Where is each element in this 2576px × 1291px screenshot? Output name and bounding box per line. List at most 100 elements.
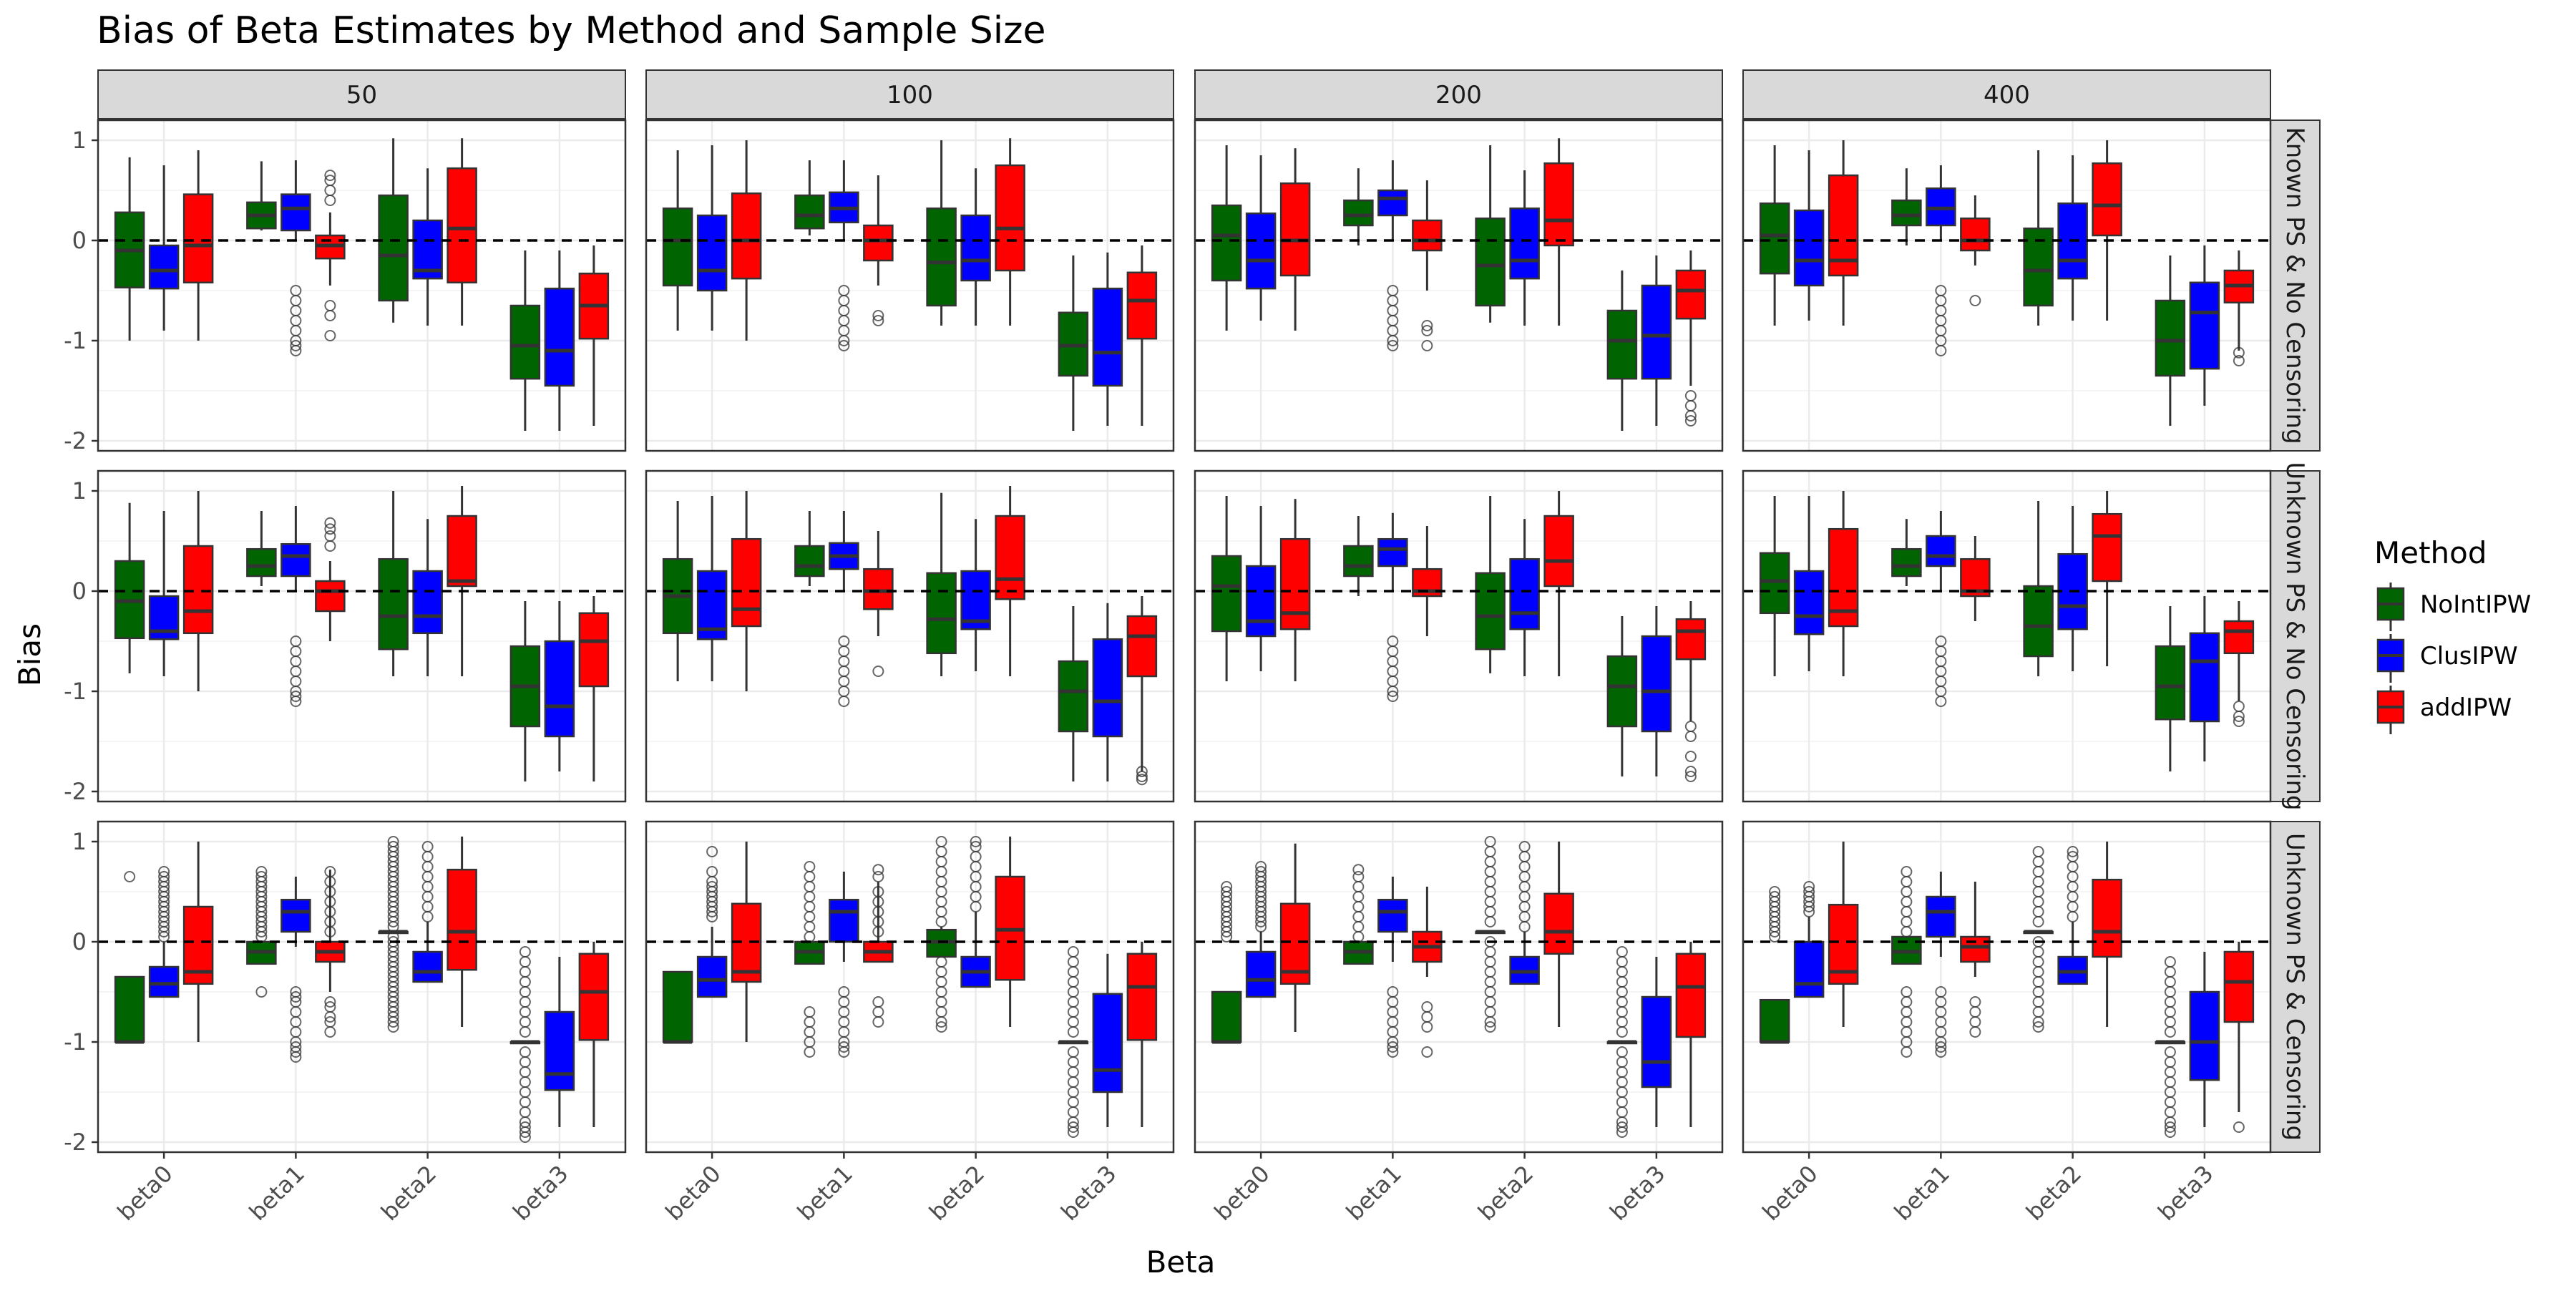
box-body xyxy=(1606,309,1638,380)
box-beta0-ClusIPW xyxy=(1245,155,1277,321)
box-body xyxy=(1211,990,1242,1043)
box-beta2-NoIntIPW xyxy=(1475,496,1506,673)
box-beta3-NoIntIPW xyxy=(1058,946,1089,1138)
legend-title: Method xyxy=(2374,535,2487,570)
box-beta1-NoIntIPW xyxy=(1343,168,1374,245)
outlier-point xyxy=(324,1011,336,1023)
legend-label-ClusIPW: ClusIPW xyxy=(2420,642,2518,671)
y-tick-label: -1 xyxy=(64,327,87,354)
box-beta3-NoIntIPW xyxy=(1606,616,1638,776)
box-beta3-ClusIPW xyxy=(1641,255,1672,426)
box-beta1-addIPW xyxy=(1412,887,1443,1058)
outlier-point xyxy=(838,340,850,351)
outlier-point xyxy=(872,864,884,876)
outlier-point xyxy=(1136,771,1148,782)
panel-border xyxy=(645,469,1175,803)
y-axis-title: Bias xyxy=(12,623,47,686)
panel-border xyxy=(97,820,627,1154)
y-tick-label: -1 xyxy=(64,1028,87,1056)
outlier-point xyxy=(872,871,884,882)
box-beta1-ClusIPW xyxy=(829,511,859,707)
box-body xyxy=(315,580,346,613)
box-beta2-addIPW xyxy=(1543,138,1574,326)
outlier-point xyxy=(872,886,884,897)
box-beta1-ClusIPW xyxy=(1377,877,1408,1058)
box-beta0-ClusIPW xyxy=(148,511,180,676)
box-body xyxy=(578,612,610,688)
box-beta0-ClusIPW xyxy=(148,165,180,331)
outlier-point xyxy=(324,996,336,1008)
box-beta3-ClusIPW xyxy=(1092,953,1123,1127)
box-beta1-addIPW xyxy=(1412,180,1443,351)
box-beta2-ClusIPW xyxy=(960,168,991,326)
box-beta1-ClusIPW xyxy=(1926,511,1956,707)
outlier-point xyxy=(324,175,336,186)
box-beta3-addIPW xyxy=(1675,250,1707,427)
outlier-point xyxy=(1067,1026,1079,1038)
box-body xyxy=(2223,950,2255,1023)
box-body xyxy=(2155,645,2186,721)
y-tick-label: 0 xyxy=(72,928,87,955)
box-body xyxy=(662,970,693,1043)
box-beta1-addIPW xyxy=(315,866,346,1038)
panel-boxes-r1-c3 xyxy=(1211,138,1707,431)
box-beta1-NoIntIPW xyxy=(246,161,277,230)
box-beta2-NoIntIPW xyxy=(926,836,957,1033)
outlier-point xyxy=(1484,1016,1496,1028)
panel-r1-c3 xyxy=(1195,120,1722,451)
box-beta1-NoIntIPW xyxy=(246,511,277,586)
box-beta2-addIPW xyxy=(447,837,477,1027)
box-beta0-addIPW xyxy=(731,140,762,341)
outlier-point xyxy=(1255,866,1267,877)
legend-item-NoIntIPW: NoIntIPW xyxy=(2376,583,2531,631)
box-beta0-ClusIPW xyxy=(148,866,180,998)
box-body xyxy=(1509,557,1540,630)
panel-background xyxy=(1743,822,2270,1152)
box-body xyxy=(1543,892,1574,955)
outlier-point xyxy=(1421,340,1433,351)
panel-background xyxy=(1743,471,2270,802)
box-body xyxy=(378,194,409,302)
box-beta2-ClusIPW xyxy=(412,841,443,983)
box-body xyxy=(829,898,859,943)
box-body xyxy=(280,542,311,578)
box-beta0-NoIntIPW xyxy=(114,157,145,341)
box-beta3-addIPW xyxy=(578,596,610,781)
outlier-point xyxy=(1136,766,1148,777)
panel-boxes-r2-c4 xyxy=(1759,491,2255,771)
outlier-point xyxy=(2233,716,2245,727)
row-strip-label-known-ps-no-censoring: Known PS & No Censoring xyxy=(2280,127,2309,444)
box-beta0-ClusIPW xyxy=(1793,496,1825,671)
box-body xyxy=(1279,537,1311,630)
panel-r3-c4 xyxy=(1743,822,2270,1152)
box-beta0-ClusIPW xyxy=(696,145,728,331)
legend-label-NoIntIPW: NoIntIPW xyxy=(2420,590,2531,619)
outlier-point xyxy=(1684,731,1697,742)
outlier-point xyxy=(2233,346,2245,359)
box-beta3-NoIntIPW xyxy=(1058,606,1089,781)
outlier-point xyxy=(1803,886,1815,897)
outlier-point xyxy=(838,1041,850,1053)
outlier-point xyxy=(324,170,336,181)
box-body xyxy=(1126,615,1158,678)
box-body xyxy=(1641,284,1672,380)
box-body xyxy=(378,557,409,651)
box-beta2-ClusIPW xyxy=(1509,170,1540,326)
panel-boxes-r2-c2 xyxy=(662,486,1158,786)
panel-r1-c2 xyxy=(646,120,1174,451)
panel-r2-c4 xyxy=(1743,471,2270,802)
box-beta1-ClusIPW xyxy=(829,872,859,1058)
outlier-point xyxy=(1901,1046,1913,1058)
outlier-point xyxy=(255,866,268,877)
panel-border xyxy=(97,469,627,803)
box-body xyxy=(794,545,825,578)
box-beta0-NoIntIPW xyxy=(1759,886,1790,1044)
outlier-point xyxy=(290,696,302,707)
box-body xyxy=(578,953,610,1041)
box-body xyxy=(280,898,311,933)
outlier-point xyxy=(2067,846,2079,857)
box-body xyxy=(1092,287,1123,387)
box-beta1-NoIntIPW xyxy=(794,511,825,586)
y-tick-label: 1 xyxy=(72,477,87,505)
